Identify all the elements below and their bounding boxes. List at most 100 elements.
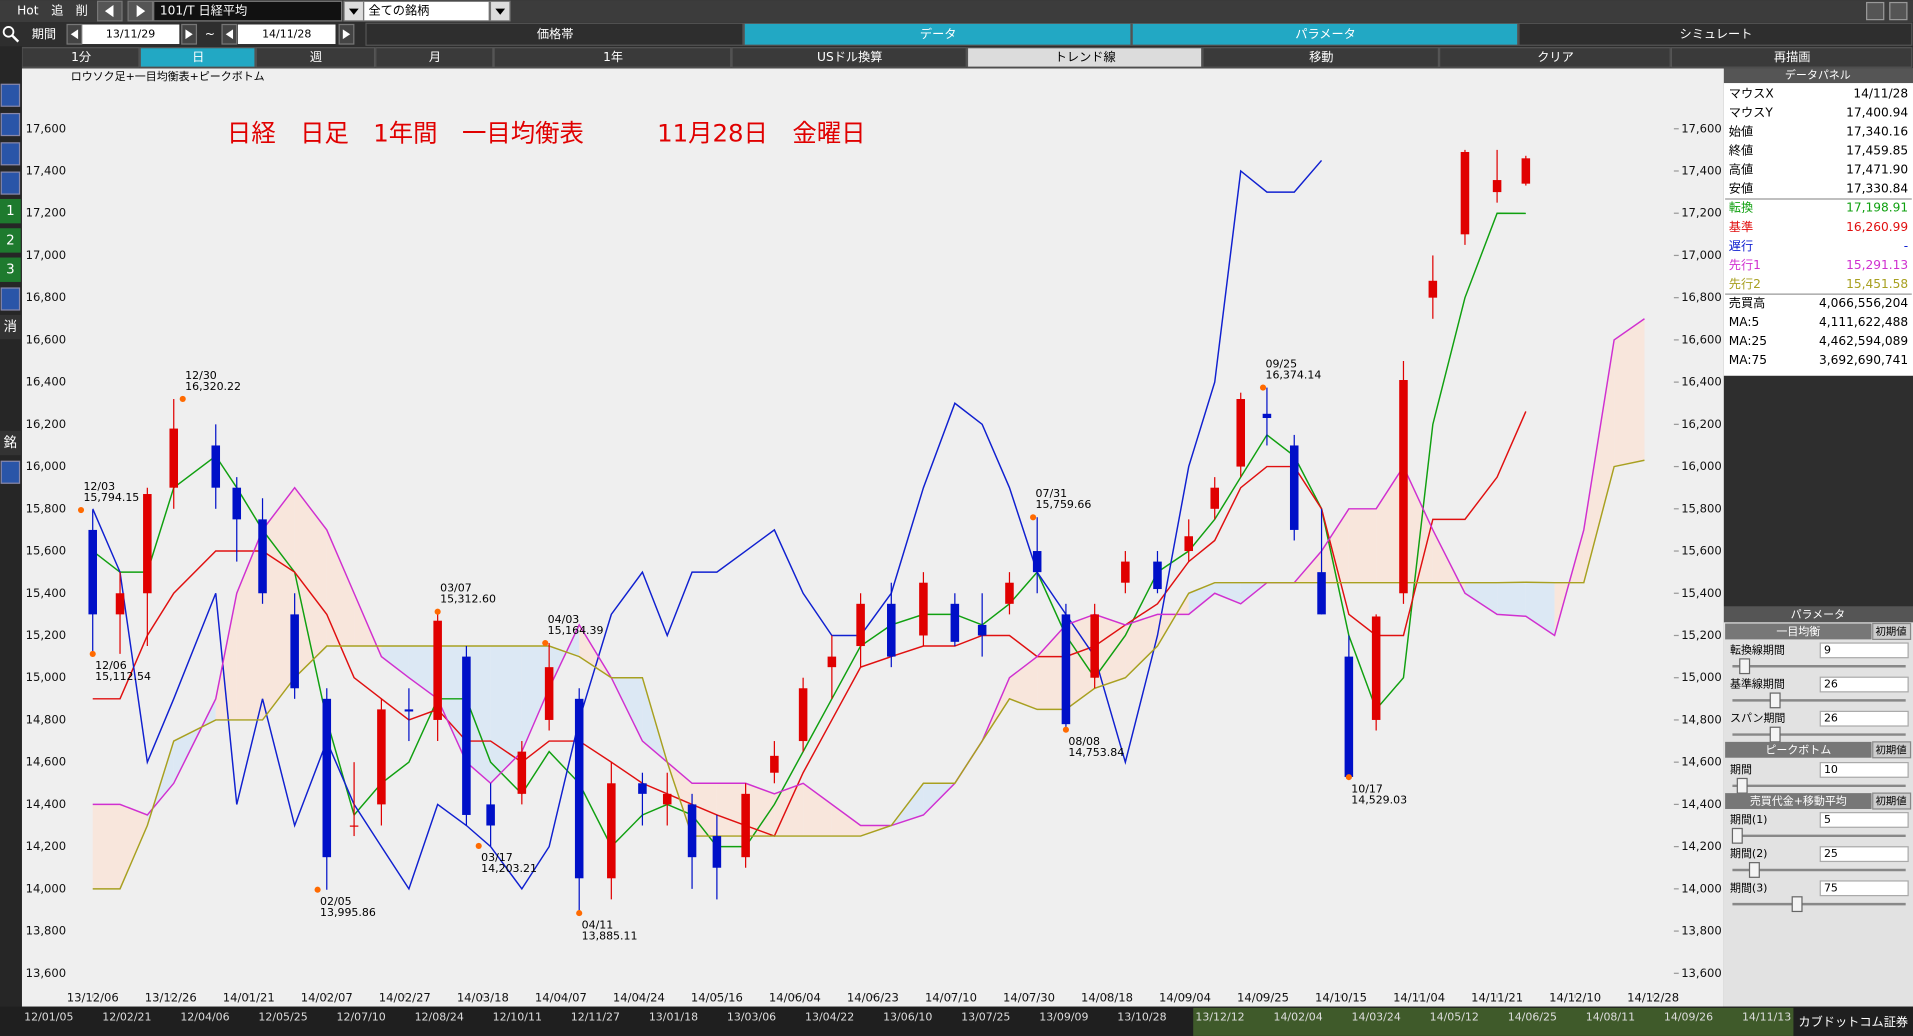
parameter-input[interactable] — [1819, 812, 1909, 828]
slider-thumb[interactable] — [1731, 827, 1743, 844]
date-to: 14/11/28 — [262, 27, 311, 40]
side-icon[interactable] — [0, 228, 21, 253]
peak-value: 14,753.84 — [1068, 746, 1124, 759]
side-icon-label: 消 — [4, 319, 17, 335]
x-tick-label: 14/02/07 — [301, 991, 353, 1005]
peak-date: 12/30 — [185, 369, 217, 382]
navigator-label: 12/02/21 — [102, 1011, 151, 1024]
side-icon[interactable] — [0, 142, 21, 166]
slider-thumb[interactable] — [1736, 777, 1748, 794]
peak-date: 07/31 — [1036, 487, 1068, 500]
navigator-label: 14/05/12 — [1430, 1011, 1479, 1024]
candle-body — [1344, 656, 1354, 777]
data-label: MA:25 — [1729, 334, 1767, 348]
side-icon-label: 銘 — [4, 435, 17, 451]
cloud-segment — [466, 646, 491, 784]
peak-date: 04/11 — [582, 918, 614, 931]
slider-thumb[interactable] — [1769, 726, 1781, 743]
data-value: 17,400.94 — [1846, 106, 1908, 120]
data-value: 15,451.58 — [1846, 277, 1908, 291]
y-tick-label: 15,800 — [1681, 501, 1722, 515]
peak-value: 15,794.15 — [83, 491, 139, 504]
navigator-label: 14/06/25 — [1508, 1011, 1557, 1024]
cloud-segment — [1614, 318, 1645, 467]
parameter-input[interactable] — [1819, 846, 1909, 863]
window-button[interactable] — [1889, 1, 1908, 21]
timeframe-button[interactable] — [1670, 47, 1913, 68]
peak-value: 15,164.39 — [548, 624, 604, 637]
cloud-segment — [1321, 508, 1349, 583]
timeframe-button[interactable] — [375, 47, 494, 68]
side-icon[interactable] — [0, 83, 21, 107]
data-label: 高値 — [1729, 162, 1753, 177]
parameter-input[interactable] — [1819, 710, 1909, 727]
tab[interactable] — [365, 22, 744, 46]
symbol-box[interactable] — [153, 0, 343, 22]
navigator-label: 13/09/09 — [1039, 1011, 1088, 1024]
cloud-segment — [1094, 614, 1126, 689]
timeframe-button[interactable] — [255, 47, 376, 68]
tab[interactable] — [1131, 22, 1519, 46]
data-label: 基準 — [1729, 219, 1753, 234]
y-tick-label: 14,600 — [1681, 755, 1722, 769]
peak-value: 15,312.60 — [440, 593, 496, 606]
side-icon[interactable] — [0, 112, 21, 137]
slider-thumb[interactable] — [1791, 896, 1803, 913]
parameter-input[interactable] — [1819, 676, 1909, 693]
data-value: 17,459.85 — [1846, 144, 1908, 158]
tab[interactable] — [1518, 22, 1913, 46]
side-icon[interactable] — [0, 314, 21, 340]
parameter-input[interactable] — [1819, 880, 1909, 897]
timeframe-button[interactable] — [1439, 47, 1671, 68]
x-tick-label: 14/11/04 — [1393, 991, 1445, 1005]
timeframe-button[interactable] — [1202, 47, 1440, 68]
reset-button[interactable] — [1872, 622, 1912, 641]
parameter-label: 期間 — [1730, 763, 1752, 776]
navigator-label: 12/11/27 — [571, 1011, 620, 1024]
slider-thumb[interactable] — [1769, 692, 1781, 709]
section-header — [1725, 741, 1872, 758]
parameter-input[interactable] — [1819, 642, 1909, 659]
navigator-label: 14/11/13 — [1742, 1011, 1791, 1024]
y-tick-label: 13,800 — [1681, 924, 1722, 938]
slider-thumb[interactable] — [1748, 862, 1760, 878]
date-box[interactable] — [81, 24, 180, 45]
side-icon[interactable] — [0, 430, 21, 456]
peak-value: 15,112.54 — [95, 670, 151, 683]
slider-thumb[interactable] — [1739, 658, 1751, 675]
peak-date: 12/03 — [83, 480, 115, 493]
x-tick-label: 14/03/18 — [457, 991, 509, 1005]
reset-label: 初期値 — [1876, 743, 1907, 756]
timeframe-button[interactable] — [966, 47, 1203, 68]
candle-body — [1428, 280, 1438, 298]
peak-marker — [542, 639, 549, 647]
side-icon[interactable] — [0, 287, 21, 311]
reset-button[interactable] — [1872, 741, 1912, 759]
cloud-segment — [120, 804, 148, 889]
navigator-label: 13/01/18 — [649, 1011, 698, 1024]
date-box[interactable] — [237, 24, 336, 45]
data-value: 17,471.90 — [1846, 163, 1908, 177]
x-tick-label: 14/09/04 — [1159, 991, 1211, 1005]
side-icon[interactable] — [0, 257, 21, 282]
y-tick-label: 17,600 — [1681, 121, 1722, 135]
peak-marker — [475, 842, 482, 849]
candle-body — [115, 593, 125, 615]
side-icon[interactable] — [0, 460, 21, 484]
data-label: 転換 — [1729, 201, 1753, 215]
parameter-value: 9 — [1824, 643, 1831, 656]
y-tick-label: 14,400 — [26, 797, 67, 811]
cloud-segment — [1009, 656, 1038, 710]
timeframe-button[interactable] — [139, 47, 256, 68]
reset-button[interactable] — [1872, 792, 1912, 810]
timeframe-button[interactable] — [731, 47, 967, 68]
cloud-segment — [1525, 582, 1555, 636]
data-value: 4,111,622,488 — [1819, 315, 1908, 329]
parameter-input[interactable] — [1819, 762, 1909, 778]
peak-marker — [1062, 726, 1069, 733]
side-icon[interactable] — [0, 171, 21, 195]
tab[interactable] — [743, 22, 1132, 46]
timeframe-button[interactable] — [493, 47, 732, 68]
window-button[interactable] — [1866, 1, 1885, 21]
side-icon[interactable] — [0, 198, 21, 224]
